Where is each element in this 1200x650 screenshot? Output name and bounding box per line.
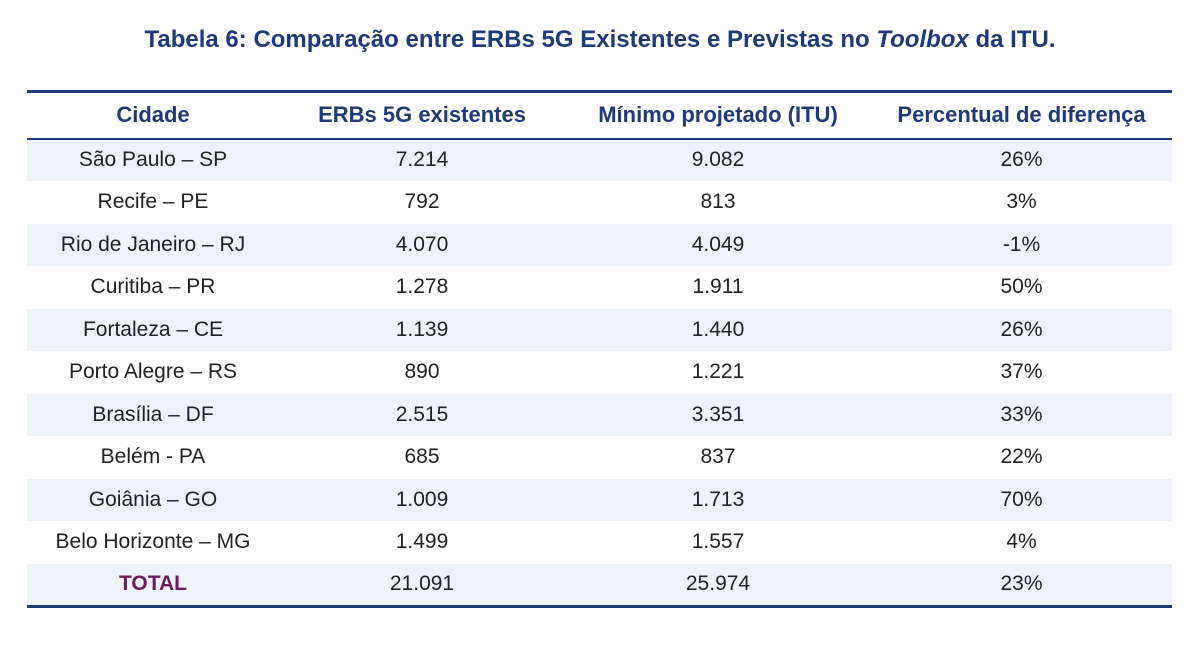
cell-minimo-projetado: 1.221 xyxy=(691,360,745,384)
table-row: São Paulo – SP 7.214 9.082 26% xyxy=(27,138,1172,181)
cell-cidade: São Paulo – SP xyxy=(78,148,228,172)
table-body: São Paulo – SP 7.214 9.082 26% Recife – … xyxy=(27,138,1172,606)
total-label: TOTAL xyxy=(118,572,188,595)
comparison-table: Cidade ERBs 5G existentes Mínimo projeta… xyxy=(27,90,1172,608)
cell-minimo-projetado: 1.713 xyxy=(691,487,745,511)
cell-minimo-projetado: 1.557 xyxy=(691,530,745,554)
cell-cidade: Curitiba – PR xyxy=(90,275,216,299)
table-row: Fortaleza – CE 1.139 1.440 26% xyxy=(27,308,1172,351)
table-row: Rio de Janeiro – RJ 4.070 4.049 -1% xyxy=(27,223,1172,266)
cell-percentual: 3% xyxy=(1006,190,1037,214)
cell-minimo-projetado: 4.049 xyxy=(691,232,745,256)
cell-percentual: 50% xyxy=(1000,275,1043,299)
header-cidade: Cidade xyxy=(116,102,190,128)
cell-erbs-existentes: 890 xyxy=(404,360,440,384)
header-minimo-projetado: Mínimo projetado (ITU) xyxy=(598,102,838,128)
cell-minimo-projetado: 1.440 xyxy=(691,317,745,341)
table-row: Recife – PE 792 813 3% xyxy=(27,181,1172,224)
cell-percentual: 26% xyxy=(1000,148,1043,172)
cell-erbs-existentes: 7.214 xyxy=(395,148,449,172)
table-row: Belo Horizonte – MG 1.499 1.557 4% xyxy=(27,521,1172,564)
cell-cidade: Recife – PE xyxy=(97,190,209,214)
cell-percentual: 26% xyxy=(1000,317,1043,341)
cell-percentual: 33% xyxy=(1000,402,1043,426)
table-row: Goiânia – GO 1.009 1.713 70% xyxy=(27,478,1172,521)
table-row: Porto Alegre – RS 890 1.221 37% xyxy=(27,351,1172,394)
cell-erbs-existentes: 792 xyxy=(404,190,440,214)
total-minimo-projetado: 25.974 xyxy=(685,572,751,595)
cell-percentual: 70% xyxy=(1000,487,1043,511)
caption-suffix: da ITU. xyxy=(968,26,1056,53)
cell-erbs-existentes: 1.278 xyxy=(395,275,449,299)
caption-prefix: Tabela 6: Comparação entre ERBs 5G Exist… xyxy=(144,26,877,53)
cell-percentual: -1% xyxy=(1002,232,1041,256)
cell-percentual: 22% xyxy=(1000,445,1043,469)
table-header: Cidade ERBs 5G existentes Mínimo projeta… xyxy=(27,91,1172,139)
header-erbs-existentes: ERBs 5G existentes xyxy=(318,102,526,128)
cell-minimo-projetado: 9.082 xyxy=(691,148,745,172)
cell-percentual: 37% xyxy=(1000,360,1043,384)
cell-minimo-projetado: 837 xyxy=(700,445,736,469)
cell-erbs-existentes: 1.139 xyxy=(395,317,449,341)
cell-erbs-existentes: 1.009 xyxy=(395,487,449,511)
cell-erbs-existentes: 2.515 xyxy=(395,402,449,426)
header-row: Cidade ERBs 5G existentes Mínimo projeta… xyxy=(27,91,1172,139)
cell-cidade: Belém - PA xyxy=(100,445,206,469)
header-percentual-diferenca: Percentual de diferença xyxy=(897,102,1146,128)
cell-cidade: Porto Alegre – RS xyxy=(68,360,238,384)
table-row: Curitiba – PR 1.278 1.911 50% xyxy=(27,266,1172,309)
cell-cidade: Fortaleza – CE xyxy=(82,317,224,341)
cell-minimo-projetado: 1.911 xyxy=(692,275,744,299)
cell-cidade: Brasília – DF xyxy=(92,402,214,426)
cell-cidade: Belo Horizonte – MG xyxy=(55,530,251,554)
total-row: TOTAL 21.091 25.974 23% xyxy=(27,563,1172,606)
total-erbs-existentes: 21.091 xyxy=(389,572,455,595)
cell-cidade: Rio de Janeiro – RJ xyxy=(60,232,246,256)
total-percentual: 23% xyxy=(1000,572,1043,595)
table-row: Brasília – DF 2.515 3.351 33% xyxy=(27,393,1172,436)
cell-minimo-projetado: 813 xyxy=(700,190,736,214)
cell-minimo-projetado: 3.351 xyxy=(691,402,745,426)
cell-erbs-existentes: 685 xyxy=(404,445,440,469)
cell-erbs-existentes: 4.070 xyxy=(395,232,449,256)
cell-cidade: Goiânia – GO xyxy=(88,487,218,511)
comparison-table-container: Cidade ERBs 5G existentes Mínimo projeta… xyxy=(27,90,1172,608)
table-row: Belém - PA 685 837 22% xyxy=(27,436,1172,479)
caption-emphasis: Toolbox xyxy=(876,26,969,53)
cell-percentual: 4% xyxy=(1006,530,1037,554)
table-caption: Tabela 6: Comparação entre ERBs 5G Exist… xyxy=(0,26,1200,54)
cell-erbs-existentes: 1.499 xyxy=(395,530,449,554)
